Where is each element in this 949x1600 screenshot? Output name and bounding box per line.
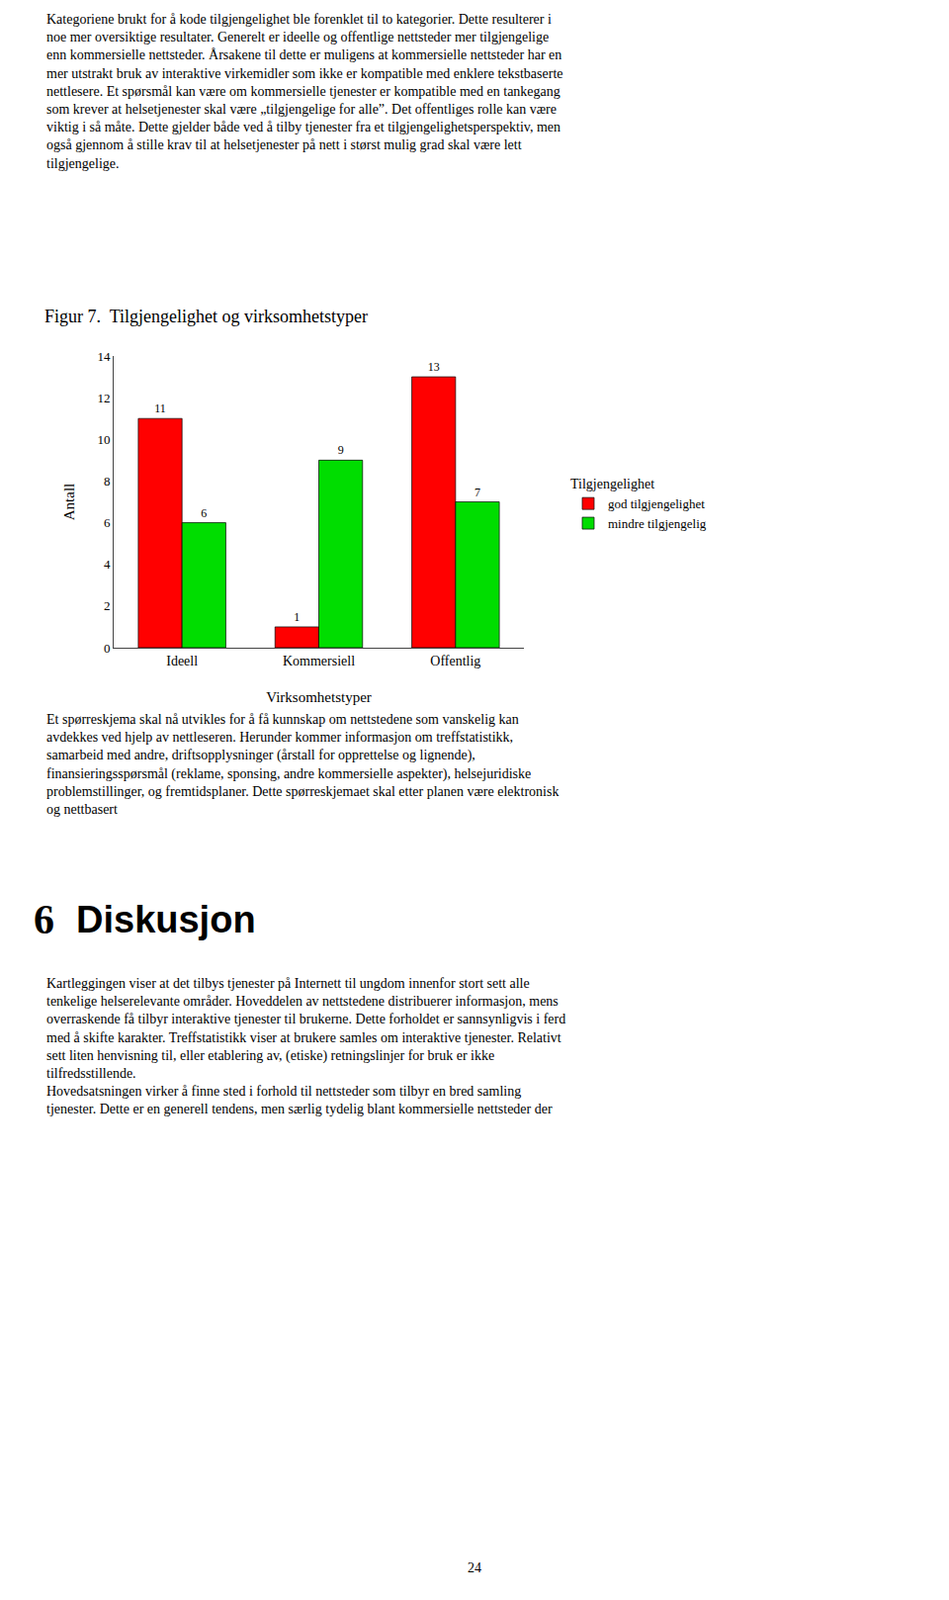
svg-text:13: 13 bbox=[428, 359, 440, 374]
svg-text:Kartleggingen viser at det til: Kartleggingen viser at det tilbys tjenes… bbox=[46, 975, 566, 1117]
svg-text:Virksomhetstyper: Virksomhetstyper bbox=[265, 689, 372, 705]
svg-text:Antall: Antall bbox=[61, 483, 78, 521]
svg-text:Ideell: Ideell bbox=[166, 653, 198, 669]
svg-text:12: 12 bbox=[96, 390, 110, 406]
svg-text:Figur 7. Tilgjengelighet og v: Figur 7. Tilgjengelighet og virksomhetst… bbox=[44, 306, 368, 327]
svg-text:2: 2 bbox=[103, 598, 111, 613]
svg-text:11: 11 bbox=[154, 401, 167, 416]
svg-text:Offentlig: Offentlig bbox=[430, 653, 481, 669]
svg-text:7: 7 bbox=[474, 485, 481, 500]
svg-text:Kommersiell: Kommersiell bbox=[282, 653, 355, 669]
svg-text:Tilgjengelighet: Tilgjengelighet bbox=[570, 476, 655, 492]
svg-text:Kategoriene brukt for å kode t: Kategoriene brukt for å kode tilgjengeli… bbox=[46, 11, 564, 172]
svg-text:6: 6 bbox=[103, 515, 111, 530]
svg-text:0: 0 bbox=[103, 640, 111, 656]
svg-text:24: 24 bbox=[467, 1559, 482, 1575]
svg-text:Et spørreskjema skal nå utvikl: Et spørreskjema skal nå utvikles for å f… bbox=[46, 711, 559, 817]
svg-text:6: 6 bbox=[33, 896, 55, 943]
svg-text:14: 14 bbox=[96, 348, 111, 364]
svg-text:8: 8 bbox=[103, 473, 111, 489]
svg-text:6: 6 bbox=[200, 506, 207, 520]
svg-text:god tilgjengelighet: god tilgjengelighet bbox=[607, 496, 705, 512]
svg-text:4: 4 bbox=[103, 556, 111, 572]
svg-text:mindre tilgjengelig: mindre tilgjengelig bbox=[607, 516, 707, 531]
svg-text:1: 1 bbox=[293, 609, 300, 624]
svg-text:10: 10 bbox=[96, 431, 110, 447]
svg-text:9: 9 bbox=[338, 442, 345, 457]
svg-text:Diskusjon: Diskusjon bbox=[76, 898, 257, 941]
